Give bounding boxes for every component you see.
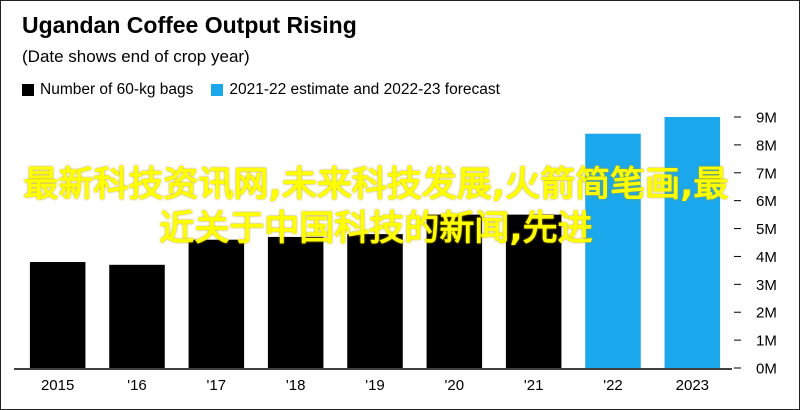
bar-19 bbox=[347, 234, 403, 368]
bar-22 bbox=[585, 133, 641, 368]
x-tick-label: '19 bbox=[365, 377, 385, 394]
legend-swatch-actual bbox=[22, 84, 34, 96]
y-tick-label: 4M bbox=[756, 249, 777, 266]
bar-2015 bbox=[29, 262, 86, 368]
legend-label-actual: Number of 60-kg bags bbox=[40, 81, 194, 98]
bar-21 bbox=[505, 214, 562, 368]
y-tick-label: 3M bbox=[756, 277, 777, 294]
x-tick-label: '18 bbox=[286, 377, 306, 394]
x-tick-label: '20 bbox=[445, 377, 465, 394]
bar-16 bbox=[109, 264, 165, 368]
legend-label-forecast: 2021-22 estimate and 2022-23 forecast bbox=[229, 81, 500, 98]
y-tick-label: 1M bbox=[756, 333, 777, 350]
watermark-overlay-text: 最新科技资讯网,未来科技发展,火箭简笔画,最近关于中国科技的新闻,先进 bbox=[23, 165, 729, 249]
y-tick-label: 2M bbox=[756, 305, 777, 322]
x-tick-label: '21 bbox=[524, 377, 544, 394]
y-tick-label: 7M bbox=[756, 165, 777, 182]
x-tick-label: 2015 bbox=[41, 377, 74, 394]
bar-17 bbox=[188, 239, 245, 368]
y-tick-label: 9M bbox=[756, 110, 777, 127]
legend-item-actual: Number of 60-kg bags bbox=[22, 81, 193, 99]
x-tick-label: 2023 bbox=[676, 377, 709, 394]
chart-title: Ugandan Coffee Output Rising bbox=[22, 12, 357, 38]
bar-20 bbox=[426, 214, 483, 368]
legend: Number of 60-kg bags 2021-22 estimate an… bbox=[22, 80, 518, 100]
x-tick-label: '22 bbox=[603, 377, 623, 394]
y-tick-label: 6M bbox=[756, 193, 777, 210]
legend-swatch-forecast bbox=[211, 84, 224, 96]
y-tick-label: 0M bbox=[756, 361, 777, 378]
legend-item-forecast: 2021-22 estimate and 2022-23 forecast bbox=[211, 81, 500, 99]
bar-2023 bbox=[664, 117, 721, 368]
x-tick-label: '16 bbox=[127, 377, 147, 394]
chart-subtitle: (Date shows end of crop year) bbox=[22, 47, 250, 66]
x-tick-label: '17 bbox=[207, 377, 227, 394]
bar-18 bbox=[267, 236, 324, 368]
y-tick-label: 5M bbox=[756, 221, 777, 238]
y-tick-label: 8M bbox=[756, 137, 777, 154]
